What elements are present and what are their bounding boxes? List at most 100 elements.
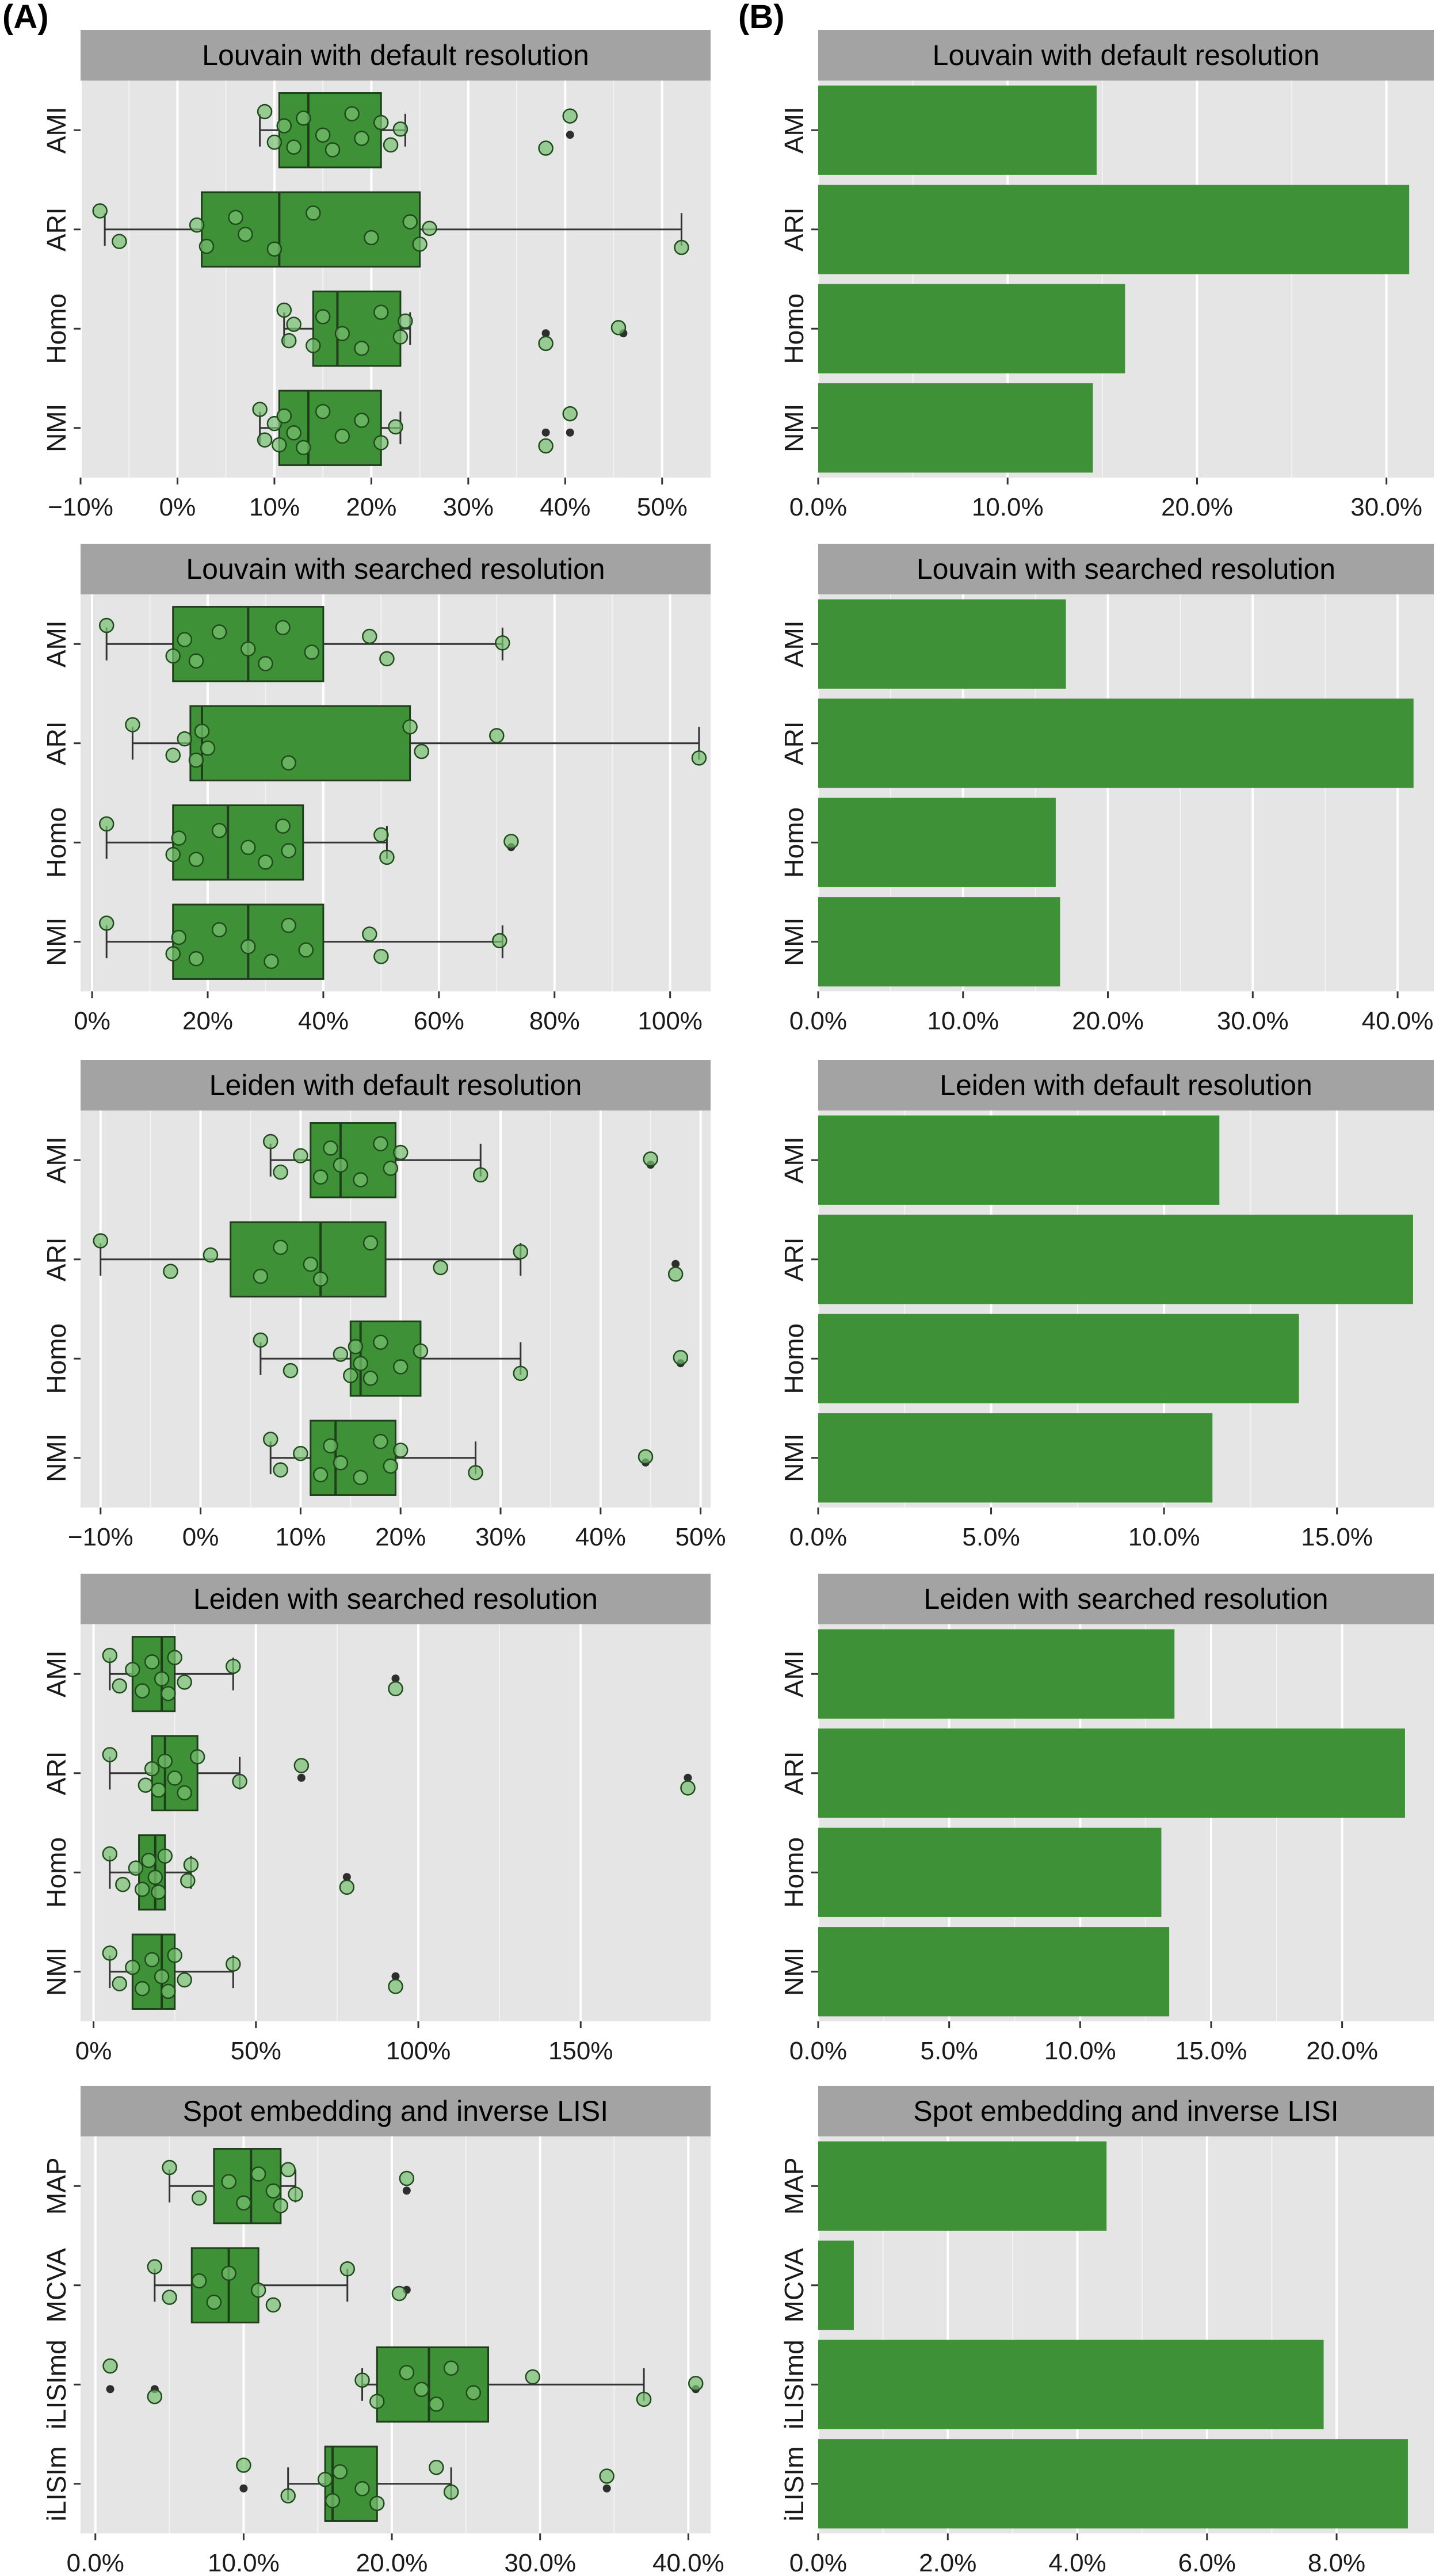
c9-cat-label-mcva: MCVA bbox=[779, 2248, 809, 2323]
c8-point bbox=[339, 2261, 356, 2277]
c8-outlier bbox=[239, 2484, 248, 2493]
c3-title-strip bbox=[818, 544, 1434, 594]
c0-point bbox=[373, 304, 389, 320]
c4-point bbox=[392, 1359, 409, 1375]
c8-point bbox=[325, 2493, 341, 2509]
c2-point bbox=[171, 830, 187, 846]
c7-tick-label: 5.0% bbox=[921, 2037, 978, 2065]
c0-tick-label: 10% bbox=[249, 493, 300, 521]
c6-point bbox=[157, 1848, 173, 1864]
c9-bar-map bbox=[818, 2141, 1107, 2231]
c4-point bbox=[667, 1266, 684, 1282]
c6-outlier bbox=[297, 1773, 306, 1782]
c4-point bbox=[203, 1247, 219, 1263]
c0-point bbox=[364, 230, 379, 246]
c4-point bbox=[253, 1332, 269, 1348]
c0-point bbox=[296, 110, 311, 126]
c2-point bbox=[125, 717, 140, 732]
c6-point bbox=[177, 1785, 192, 1801]
c0-point bbox=[238, 227, 253, 242]
c0-point bbox=[266, 241, 283, 257]
c4-point bbox=[283, 1363, 299, 1379]
c6-point bbox=[177, 1972, 192, 1988]
c6-point bbox=[115, 1876, 131, 1892]
c0-point bbox=[325, 142, 341, 158]
c6-point bbox=[134, 1882, 150, 1897]
c8-cat-label-map: MAP bbox=[41, 2157, 71, 2215]
c2-point bbox=[281, 755, 296, 771]
c0-point bbox=[276, 118, 292, 133]
c2-point bbox=[171, 929, 187, 945]
c6-point bbox=[144, 1761, 160, 1777]
c1-tick-label: 0.0% bbox=[789, 493, 847, 521]
c2-point bbox=[414, 743, 429, 760]
c8-tick-label: 10.0% bbox=[208, 2549, 280, 2576]
c8-plot-area bbox=[81, 2136, 711, 2533]
c4-point bbox=[343, 1368, 358, 1383]
c8-point bbox=[147, 2388, 163, 2405]
c2-point bbox=[194, 723, 210, 739]
c8-tick-label: 30.0% bbox=[504, 2549, 576, 2576]
c3-bar-ami bbox=[818, 599, 1066, 689]
c0-point bbox=[538, 438, 554, 454]
c3-cat-label-nmi: NMI bbox=[779, 918, 809, 966]
c3-bar-nmi bbox=[818, 897, 1060, 987]
c1-title: Louvain with default resolution bbox=[933, 39, 1320, 71]
c6-point bbox=[680, 1780, 696, 1796]
c6-tick-label: 50% bbox=[231, 2037, 281, 2065]
c0-point bbox=[402, 214, 418, 230]
c2-point bbox=[200, 741, 216, 756]
c2-point bbox=[495, 635, 510, 651]
c6-outlier bbox=[391, 1972, 400, 1980]
c2-point bbox=[188, 951, 204, 967]
c0-outlier bbox=[541, 329, 550, 338]
c4-point bbox=[312, 1467, 329, 1483]
panel-label-a: (A) bbox=[2, 0, 49, 36]
c2-point bbox=[379, 849, 395, 865]
c2-cat-label-nmi: NMI bbox=[41, 918, 71, 966]
c6-point bbox=[154, 1671, 170, 1687]
c4-point bbox=[273, 1164, 288, 1180]
c0-point bbox=[315, 404, 331, 419]
c4-point bbox=[513, 1365, 529, 1382]
c0-point bbox=[276, 302, 292, 318]
c0-point bbox=[257, 432, 273, 448]
c1-title-strip bbox=[818, 30, 1434, 81]
c0-point bbox=[306, 205, 321, 221]
c0-point bbox=[383, 137, 399, 153]
c4-point bbox=[262, 1432, 278, 1447]
c2-point bbox=[362, 628, 377, 644]
c8-cat-label-ilisim: iLISIm bbox=[41, 2447, 71, 2521]
c0-point bbox=[562, 108, 578, 124]
c5-bar-ami bbox=[818, 1115, 1220, 1205]
c2-cat-label-homo: Homo bbox=[41, 807, 71, 878]
c1-tick-label: 30.0% bbox=[1350, 493, 1422, 521]
c0-point bbox=[199, 238, 215, 254]
c2-point bbox=[489, 728, 505, 743]
c0-point bbox=[354, 413, 369, 428]
c2-point bbox=[241, 839, 256, 856]
c2-point bbox=[379, 651, 395, 667]
c2-point bbox=[241, 939, 256, 955]
c2-tick-label: 0% bbox=[74, 1007, 110, 1035]
c5-tick-label: 15.0% bbox=[1301, 1523, 1373, 1551]
c8-point bbox=[273, 2198, 289, 2214]
c6-point bbox=[141, 1853, 157, 1868]
c7-bar-nmi bbox=[818, 1927, 1170, 2017]
c2-point bbox=[304, 644, 320, 660]
c4-point bbox=[353, 1470, 368, 1486]
c0-point bbox=[354, 341, 369, 356]
c0-point bbox=[272, 437, 287, 453]
c4-box-ami bbox=[310, 1122, 396, 1199]
c8-cat-label-ilisimd: iLISImd bbox=[41, 2340, 71, 2429]
c6-point bbox=[293, 1758, 310, 1773]
c0-point bbox=[562, 406, 578, 422]
c0-point bbox=[674, 239, 689, 255]
c3-tick-label: 40.0% bbox=[1362, 1007, 1434, 1035]
c4-point bbox=[93, 1233, 109, 1249]
c8-point bbox=[162, 2289, 177, 2305]
c4-point bbox=[333, 1346, 349, 1362]
c0-tick-label: 0% bbox=[159, 493, 196, 521]
c3-cat-label-ari: ARI bbox=[779, 721, 809, 765]
